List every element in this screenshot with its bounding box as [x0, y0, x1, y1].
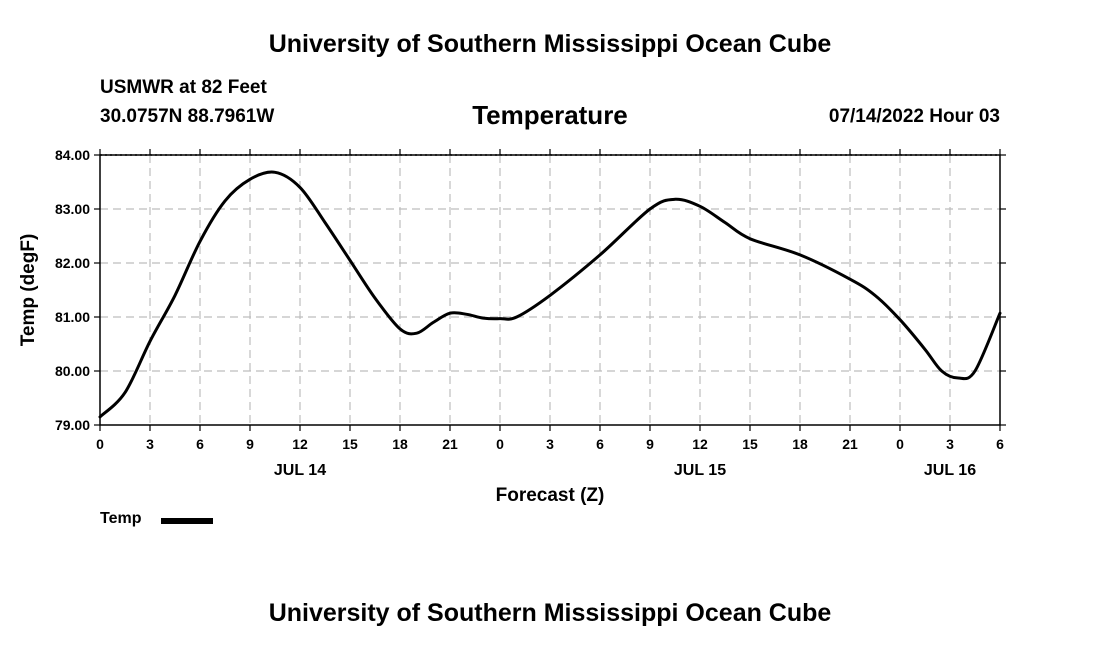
- y-tick-label: 84.00: [55, 147, 90, 163]
- x-tick-label: 0: [896, 436, 904, 452]
- date-label: JUL 14: [274, 462, 326, 479]
- temp-series-line: [98, 170, 1002, 419]
- plot-frame: [99, 154, 1001, 426]
- chart-title: Temperature: [472, 100, 628, 130]
- x-tick-label: 0: [496, 436, 504, 452]
- x-tick-label: 3: [146, 436, 154, 452]
- temperature-chart: 79.00 80.00 81.00 82.00 83.00 84.00 0 3 6 9 12 15 1…: [18, 147, 1006, 506]
- x-tick-label: 21: [842, 436, 858, 452]
- x-tick-label: 15: [342, 436, 358, 452]
- x-tick-label: 12: [692, 436, 708, 452]
- x-tick-label: 18: [792, 436, 808, 452]
- page-title: University of Southern Mississippi Ocean…: [268, 30, 832, 58]
- grid-lines: [100, 154, 1000, 425]
- y-axis-label: Temp (degF): [18, 234, 39, 347]
- x-tick-label: 6: [596, 436, 604, 452]
- x-axis-ticks: 0 3 6 9 12 15 18 21 0 3 6 9 12 15 18 21 0 3 6: [96, 149, 1004, 452]
- y-tick-label: 83.00: [55, 201, 90, 217]
- x-tick-label: 3: [946, 436, 954, 452]
- x-tick-label: 3: [546, 436, 554, 452]
- y-tick-label: 82.00: [55, 255, 90, 271]
- x-tick-label: 18: [392, 436, 408, 452]
- x-axis-label: Forecast (Z): [496, 485, 605, 506]
- station-coordinates: 30.0757N 88.7961W: [100, 106, 275, 127]
- y-tick-label: 80.00: [55, 363, 90, 379]
- x-tick-label: 15: [742, 436, 758, 452]
- x-tick-label: 12: [292, 436, 308, 452]
- x-tick-label: 0: [96, 436, 104, 452]
- x-tick-label: 6: [996, 436, 1004, 452]
- date-label: JUL 15: [674, 462, 726, 479]
- forecast-datetime: 07/14/2022 Hour 03: [828, 106, 1000, 127]
- x-tick-label: 9: [246, 436, 254, 452]
- y-tick-label: 79.00: [55, 417, 90, 433]
- legend-label: Temp: [100, 510, 142, 527]
- legend-swatch: [161, 518, 213, 524]
- x-tick-label: 9: [646, 436, 654, 452]
- date-label: JUL 16: [924, 462, 976, 479]
- y-tick-label: 81.00: [55, 309, 90, 325]
- y-axis-ticks: 79.00 80.00 81.00 82.00 83.00 84.00: [55, 147, 1006, 433]
- x-tick-label: 6: [196, 436, 204, 452]
- date-labels: JUL 14 JUL 15 JUL 16: [274, 462, 976, 479]
- footer-title: University of Southern Mississippi Ocean…: [268, 599, 832, 627]
- x-tick-label: 21: [442, 436, 458, 452]
- station-label: USMWR at 82 Feet: [100, 77, 267, 98]
